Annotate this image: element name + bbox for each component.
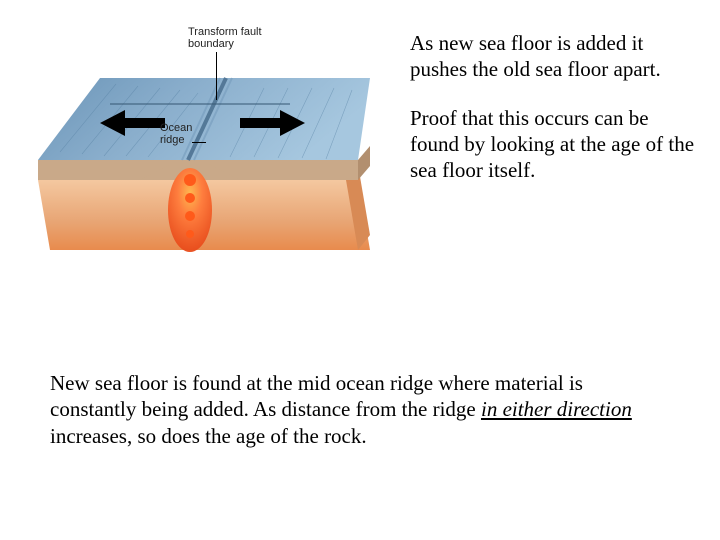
magma-blob-2 [185, 193, 195, 203]
magma-blob-4 [186, 230, 194, 238]
label-ocean-ridge-text: Oceanridge [160, 122, 192, 146]
leader-transform-fault [216, 52, 217, 100]
leader-ocean-ridge [192, 142, 206, 143]
paragraph-1: As new sea floor is added it pushes the … [410, 30, 700, 83]
block-diagram [30, 60, 370, 260]
paragraph-bottom: New sea floor is found at the mid ocean … [50, 370, 670, 449]
seafloor-spreading-diagram: Transform faultboundary Oceanridge [20, 30, 380, 270]
crust-side [358, 146, 370, 180]
ocean-top [38, 78, 370, 160]
bottom-post: increases, so does the age of the rock. [50, 424, 367, 448]
label-transform-fault: Transform faultboundary [188, 26, 262, 50]
magma-blob-1 [184, 174, 196, 186]
paragraph-2: Proof that this occurs can be found by l… [410, 105, 700, 184]
label-ocean-ridge: Oceanridge [160, 122, 192, 146]
diagram-svg [30, 60, 370, 260]
label-transform-fault-text: Transform faultboundary [188, 26, 262, 50]
right-text-block: As new sea floor is added it pushes the … [380, 30, 700, 205]
bottom-text-block: New sea floor is found at the mid ocean … [0, 270, 720, 449]
bottom-em: in either direction [481, 397, 632, 421]
magma-blob-3 [185, 211, 195, 221]
